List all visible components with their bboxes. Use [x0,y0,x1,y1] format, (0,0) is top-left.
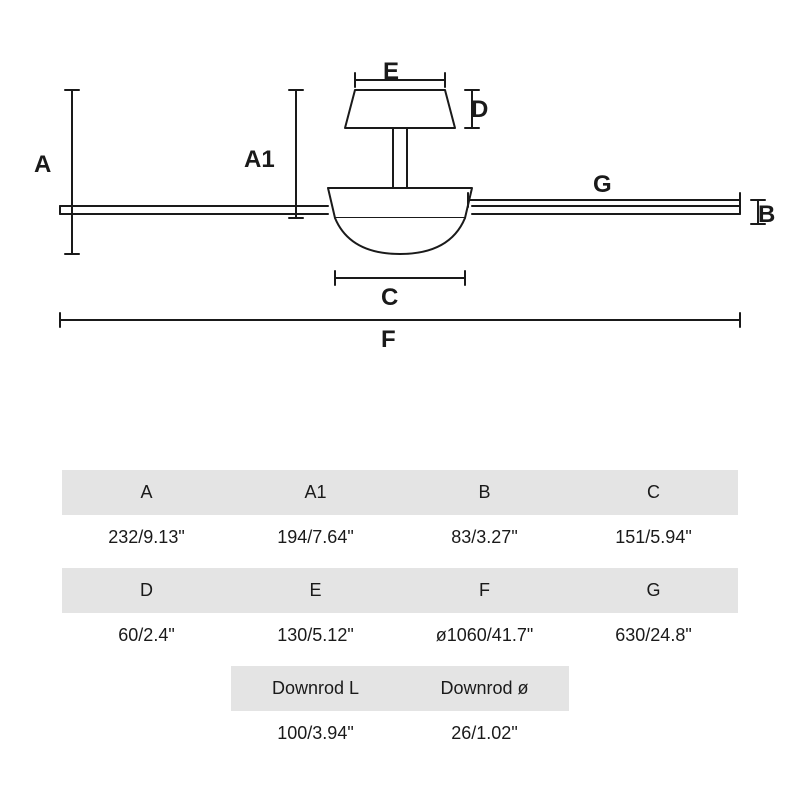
table-value-cell: ø1060/41.7" [400,613,569,658]
table-row: 60/2.4"130/5.12"ø1060/41.7"630/24.8" [62,613,738,658]
dim-label-D: D [471,98,488,122]
table-header-cell: A [62,470,231,515]
table-value-cell: 100/3.94" [231,711,400,756]
table-row: AA1BC [62,470,738,515]
table-header-cell: A1 [231,470,400,515]
dim-label-G: G [593,173,612,197]
table-row: Downrod LDownrod ø [62,666,738,711]
table-header-cell: B [400,470,569,515]
table-row: 232/9.13"194/7.64"83/3.27"151/5.94" [62,515,738,560]
fan-dimension-diagram: A A1 B C D E F G [0,0,800,420]
table-value-cell: 26/1.02" [400,711,569,756]
dim-label-C: C [381,286,398,310]
table-value-cell: 151/5.94" [569,515,738,560]
table-header-cell: Downrod L [231,666,400,711]
table-value-cell: 232/9.13" [62,515,231,560]
table-header-cell: D [62,568,231,613]
table-row: DEFG [62,568,738,613]
table-value-cell: 194/7.64" [231,515,400,560]
table-header-cell: F [400,568,569,613]
dim-label-A: A [34,153,51,177]
table-value-cell: 60/2.4" [62,613,231,658]
dim-label-E: E [383,60,399,84]
dim-label-A1: A1 [244,148,275,172]
table-value-cell: 130/5.12" [231,613,400,658]
table-header-cell: E [231,568,400,613]
dim-label-B: B [758,203,775,227]
table-value-cell: 83/3.27" [400,515,569,560]
table-header-cell: C [569,470,738,515]
table-header-cell: Downrod ø [400,666,569,711]
table-header-cell: G [569,568,738,613]
table-row: 100/3.94"26/1.02" [62,711,738,756]
table-value-cell: 630/24.8" [569,613,738,658]
dim-label-F: F [381,328,396,352]
dimensions-table: AA1BC232/9.13"194/7.64"83/3.27"151/5.94"… [62,470,738,764]
